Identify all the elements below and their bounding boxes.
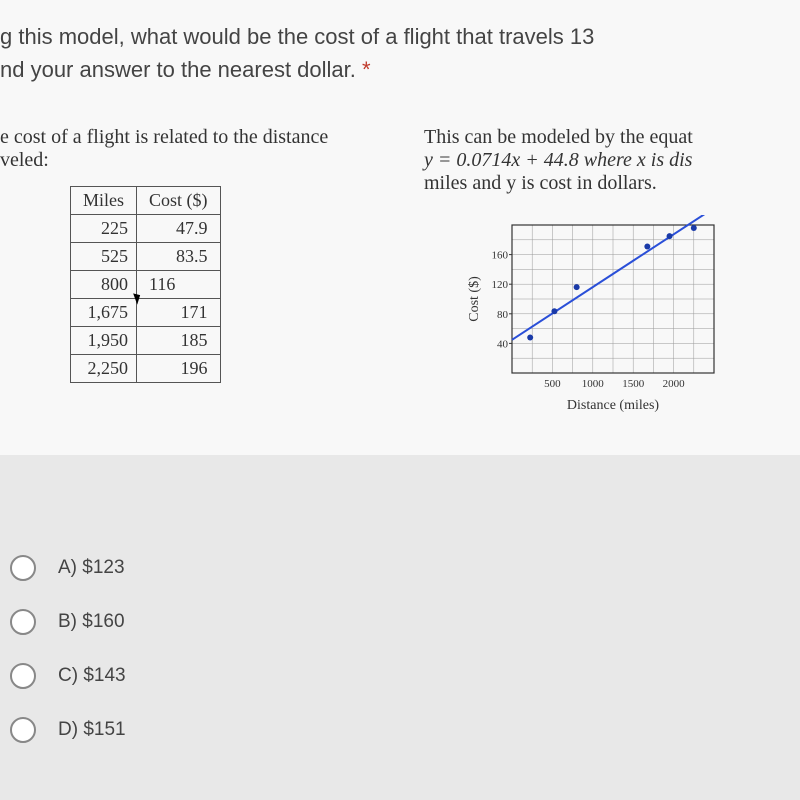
- table-row: 800116: [71, 271, 221, 299]
- answer-options: A) $123 B) $160 C) $143 D) $151: [0, 555, 800, 743]
- left-intro-line1: e cost of a flight is related to the dis…: [0, 126, 384, 149]
- svg-text:2000: 2000: [663, 378, 686, 390]
- svg-text:40: 40: [497, 338, 509, 350]
- svg-text:Cost ($): Cost ($): [467, 276, 482, 322]
- svg-text:80: 80: [497, 309, 509, 321]
- header-miles: Miles: [71, 187, 137, 215]
- right-column: This can be modeled by the equat y = 0.0…: [424, 126, 800, 415]
- model-line3: miles and y is cost in dollars.: [424, 172, 800, 195]
- svg-text:1500: 1500: [622, 378, 645, 390]
- svg-text:120: 120: [492, 279, 509, 291]
- option-label: A) $123: [58, 557, 125, 579]
- model-line2: y = 0.0714x + 44.8 where x is dis: [424, 149, 800, 172]
- option-label: B) $160: [58, 611, 125, 633]
- option-label: C) $143: [58, 665, 126, 687]
- question-line1: g this model, what would be the cost of …: [0, 24, 594, 49]
- required-asterisk: *: [362, 57, 371, 82]
- table-row: 2,250196: [71, 355, 221, 383]
- option-c[interactable]: C) $143: [10, 663, 800, 689]
- option-b[interactable]: B) $160: [10, 609, 800, 635]
- table-row: 1,950185: [71, 327, 221, 355]
- left-column: e cost of a flight is related to the dis…: [0, 126, 384, 415]
- option-a[interactable]: A) $123: [10, 555, 800, 581]
- svg-text:500: 500: [544, 378, 561, 390]
- chart-svg: 40 80 120 160 500 1000 1500 2000 Cost ($) Distanc…: [464, 215, 724, 415]
- left-intro-line2: veled:: [0, 149, 384, 172]
- svg-text:Distance (miles): Distance (miles): [567, 398, 659, 413]
- table-row: 1,675171: [71, 299, 221, 327]
- radio-icon[interactable]: [10, 717, 36, 743]
- table-row: 52583.5: [71, 243, 221, 271]
- header-cost: Cost ($): [137, 187, 221, 215]
- option-d[interactable]: D) $151: [10, 717, 800, 743]
- scatter-chart: 40 80 120 160 500 1000 1500 2000 Cost ($) Distanc…: [464, 215, 724, 415]
- svg-text:1000: 1000: [582, 378, 605, 390]
- svg-text:160: 160: [492, 250, 509, 262]
- model-line1: This can be modeled by the equat: [424, 126, 800, 149]
- table-row: 22547.9: [71, 215, 221, 243]
- question-line2: nd your answer to the nearest dollar.: [0, 57, 362, 82]
- radio-icon[interactable]: [10, 555, 36, 581]
- data-table: Miles Cost ($) 22547.9 52583.5 800116 1,…: [70, 186, 221, 383]
- radio-icon[interactable]: [10, 609, 36, 635]
- radio-icon[interactable]: [10, 663, 36, 689]
- question-text: g this model, what would be the cost of …: [0, 20, 800, 86]
- option-label: D) $151: [58, 719, 126, 741]
